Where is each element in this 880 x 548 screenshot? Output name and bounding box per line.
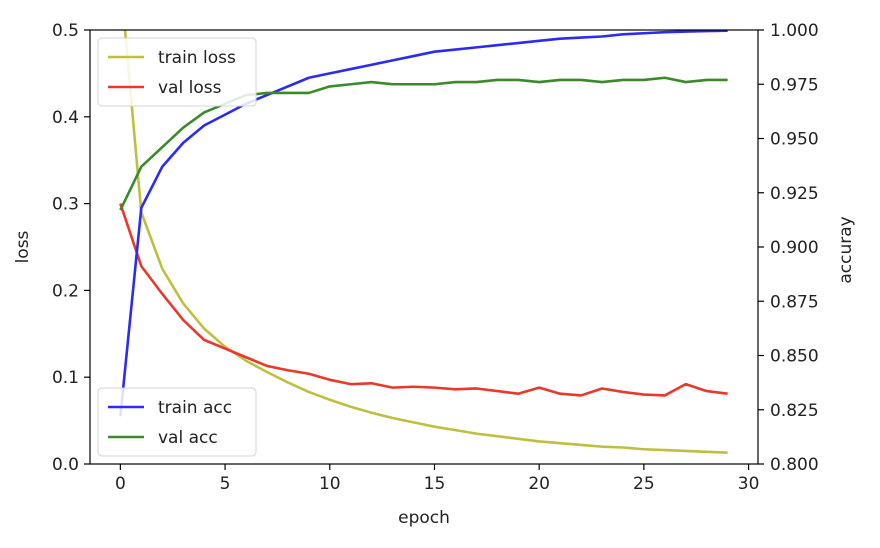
- x-tick-label: 10: [319, 474, 341, 494]
- x-tick-label: 30: [738, 474, 760, 494]
- series-line-val-loss: [119, 203, 728, 397]
- y-left-axis-label: loss: [13, 230, 33, 263]
- axes-layer: 0 5 10 15 20 25 30 0.0 0.1 0.2 0.3 0.4 0.5 0.800 0.825…: [52, 21, 819, 494]
- y-right-tick-label: 0.825: [770, 401, 819, 421]
- y-right-tick-label: 0.900: [770, 238, 819, 258]
- y-left-tick-label: 0.5: [52, 21, 79, 41]
- y-left-tick-label: 0.3: [52, 195, 79, 215]
- legend-box: [97, 387, 257, 457]
- y-right-tick-label: 0.950: [770, 130, 819, 150]
- legend-layer: train loss val loss train acc val acc: [97, 37, 257, 457]
- legend-lower-left: train acc val acc: [97, 387, 257, 457]
- y-right-tick-label: 0.875: [770, 292, 819, 312]
- y-left-tick-label: 0.2: [52, 281, 79, 301]
- legend-box: [97, 37, 257, 107]
- legend-label-val-acc: val acc: [158, 428, 218, 448]
- y-left-tick-label: 0.4: [52, 108, 79, 128]
- y-left-tick-label: 0.1: [52, 368, 79, 388]
- x-tick-label: 5: [220, 474, 231, 494]
- x-tick-label: 15: [424, 474, 446, 494]
- y-right-tick-label: 0.850: [770, 347, 819, 367]
- legend-label-train-loss: train loss: [158, 48, 236, 68]
- y-right-tick-label: 1.000: [770, 21, 819, 41]
- x-axis-label: epoch: [398, 508, 450, 528]
- legend-upper-left: train loss val loss: [97, 37, 257, 107]
- x-tick-label: 25: [633, 474, 655, 494]
- series-line-train-loss: [123, 30, 728, 455]
- y-right-tick-label: 0.925: [770, 184, 819, 204]
- series-line-train-acc: [119, 30, 728, 417]
- legend-label-val-loss: val loss: [158, 78, 222, 98]
- y-right-tick-label: 0.975: [770, 75, 819, 95]
- x-tick-label: 20: [528, 474, 550, 494]
- y-right-tick-label: 0.800: [770, 455, 819, 475]
- legend-label-train-acc: train acc: [158, 398, 232, 418]
- y-right-axis-label: accuray: [836, 216, 856, 283]
- x-tick-label: 0: [115, 474, 126, 494]
- y-left-tick-label: 0.0: [52, 455, 79, 475]
